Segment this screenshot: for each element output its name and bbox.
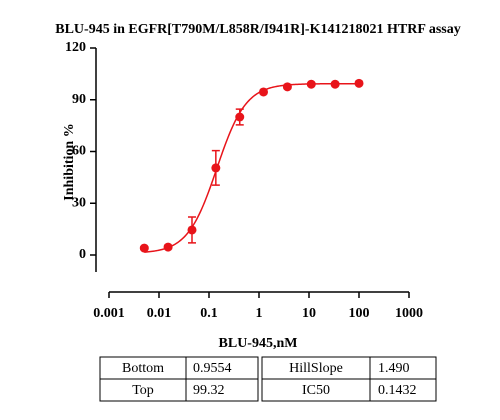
x-axis-label: BLU-945,nM [219, 336, 298, 351]
table-cell: IC50 [302, 383, 330, 398]
x-tick-label: 1 [256, 306, 263, 321]
x-tick-label: 10 [302, 306, 316, 321]
y-axis-label: Inhibition % [62, 123, 77, 200]
y-tick-label: 60 [72, 144, 86, 159]
data-point [330, 79, 340, 89]
table-cell: 0.1432 [378, 383, 417, 398]
chart-title: BLU-945 in EGFR[T790M/L858R/I941R]-K1412… [55, 22, 461, 37]
x-tick-label: 100 [349, 306, 370, 321]
y-tick-label: 30 [72, 195, 86, 210]
data-point [282, 82, 292, 92]
fit-curve [144, 82, 359, 253]
y-tick-label: 90 [72, 92, 86, 107]
table-cell: 0.9554 [193, 361, 232, 376]
data-point [235, 112, 245, 122]
y-tick-label: 120 [65, 40, 86, 55]
data-point [187, 225, 197, 235]
table-cell: Top [132, 383, 154, 398]
table-cell: 99.32 [193, 383, 225, 398]
table-cell: Bottom [122, 361, 164, 376]
x-tick-label: 0.01 [147, 306, 172, 321]
table-cell: HillSlope [289, 361, 343, 376]
data-point [258, 87, 268, 97]
x-tick-label: 1000 [395, 306, 423, 321]
x-tick-label: 0.001 [93, 306, 125, 321]
fit-table: Bottom 0.9554 HillSlope 1.490 Top 99.32 … [99, 356, 437, 402]
y-tick-label: 0 [79, 247, 86, 262]
table-cell: 1.490 [378, 361, 410, 376]
data-point [139, 243, 149, 253]
data-point [354, 78, 364, 88]
x-tick-label: 0.1 [200, 306, 218, 321]
data-point [306, 79, 316, 89]
data-point [211, 163, 221, 173]
data-point [163, 242, 173, 252]
